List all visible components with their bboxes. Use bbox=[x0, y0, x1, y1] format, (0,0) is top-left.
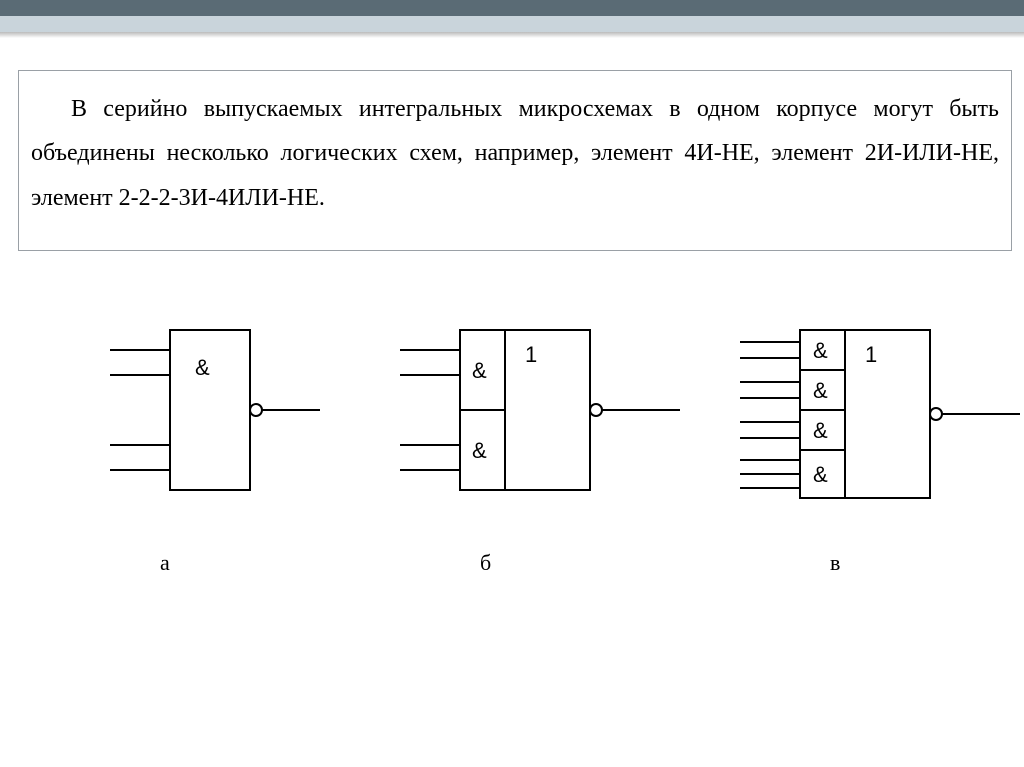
svg-text:&: & bbox=[813, 462, 828, 487]
svg-text:&: & bbox=[813, 378, 828, 403]
band-shadow bbox=[0, 32, 1024, 38]
band-dark bbox=[0, 0, 1024, 16]
description-text: В серийно выпускаемых интегральных микро… bbox=[31, 87, 999, 220]
svg-text:1: 1 bbox=[525, 342, 537, 367]
diagram-area: & & & 1 & & & & 1 а б в bbox=[0, 320, 1024, 620]
svg-text:&: & bbox=[813, 418, 828, 443]
svg-text:&: & bbox=[195, 355, 210, 380]
description-box: В серийно выпускаемых интегральных микро… bbox=[18, 70, 1012, 251]
svg-text:&: & bbox=[472, 438, 487, 463]
svg-text:1: 1 bbox=[865, 342, 877, 367]
diagram-caption-a: а bbox=[160, 550, 170, 576]
svg-text:&: & bbox=[813, 338, 828, 363]
diagram-svg: & & & 1 & & & & 1 bbox=[0, 320, 1024, 600]
diagram-caption-c: в bbox=[830, 550, 840, 576]
header-band bbox=[0, 0, 1024, 32]
svg-text:&: & bbox=[472, 358, 487, 383]
band-light bbox=[0, 16, 1024, 32]
diagram-caption-b: б bbox=[480, 550, 491, 576]
